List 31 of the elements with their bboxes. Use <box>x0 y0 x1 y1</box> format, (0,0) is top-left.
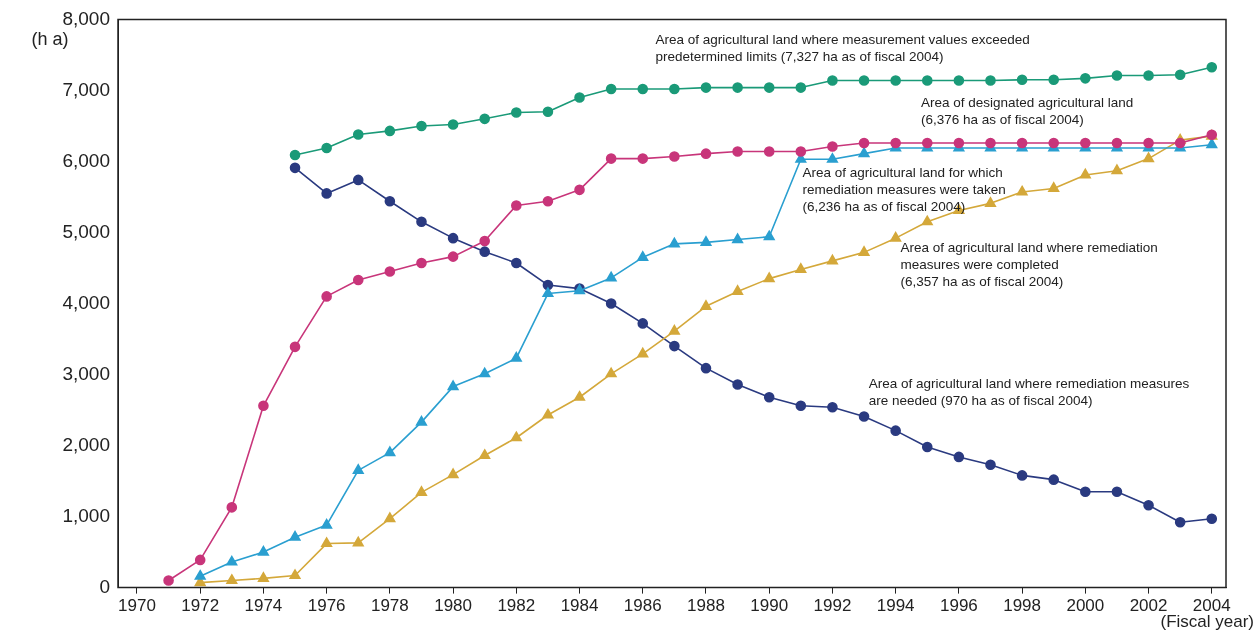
x-tick-label: 1996 <box>939 596 978 616</box>
y-tick-label: 2,000 <box>62 433 110 455</box>
y-tick-label: 1,000 <box>62 504 110 526</box>
series-label: Area of agricultural land where remediation measures are needed (970 ha as of fiscal 2004) <box>868 375 1190 408</box>
x-tick-label: 1986 <box>623 596 662 616</box>
y-tick-label: 3,000 <box>62 362 110 384</box>
x-tick-label: 1998 <box>1003 596 1042 616</box>
series-label: Area of agricultural land where measurement values exceeded predetermined limits (7,327 ha as of fiscal 2004) <box>655 32 1030 65</box>
y-axis-title: (h a) <box>31 29 69 50</box>
x-tick-label: 1984 <box>560 596 599 616</box>
x-tick-label: 1980 <box>434 596 472 616</box>
y-tick-label: 5,000 <box>62 220 110 242</box>
y-tick-label: 6,000 <box>62 149 110 171</box>
series-label: Area of agricultural land for which remediation measures were taken (6,236 ha as of fiscal 2004) <box>802 164 1006 214</box>
x-tick-label: 1994 <box>876 596 915 616</box>
series-label: Area of designated agricultural land (6,376 ha as of fiscal 2004) <box>920 94 1134 127</box>
y-tick-label: 8,000 <box>62 7 110 29</box>
x-tick-label: 1988 <box>687 596 725 616</box>
y-tick-label: 4,000 <box>62 291 110 313</box>
x-tick-label: 1982 <box>497 596 536 616</box>
x-tick-label: 1974 <box>244 596 283 616</box>
x-tick-label: 1990 <box>750 596 789 616</box>
x-tick-label: 2000 <box>1066 596 1105 616</box>
x-tick-label: 1972 <box>181 596 220 616</box>
x-tick-label: 1970 <box>118 596 156 616</box>
x-tick-label: 1992 <box>813 596 852 616</box>
x-tick-label: 1978 <box>370 596 409 616</box>
y-tick-label: 7,000 <box>62 78 110 100</box>
y-tick-label: 0 <box>99 575 110 597</box>
series-label: Area of agricultural land where remediation measures were completed (6,357 ha as of fiscal 2004) <box>900 240 1158 290</box>
x-tick-label: 1976 <box>307 596 346 616</box>
